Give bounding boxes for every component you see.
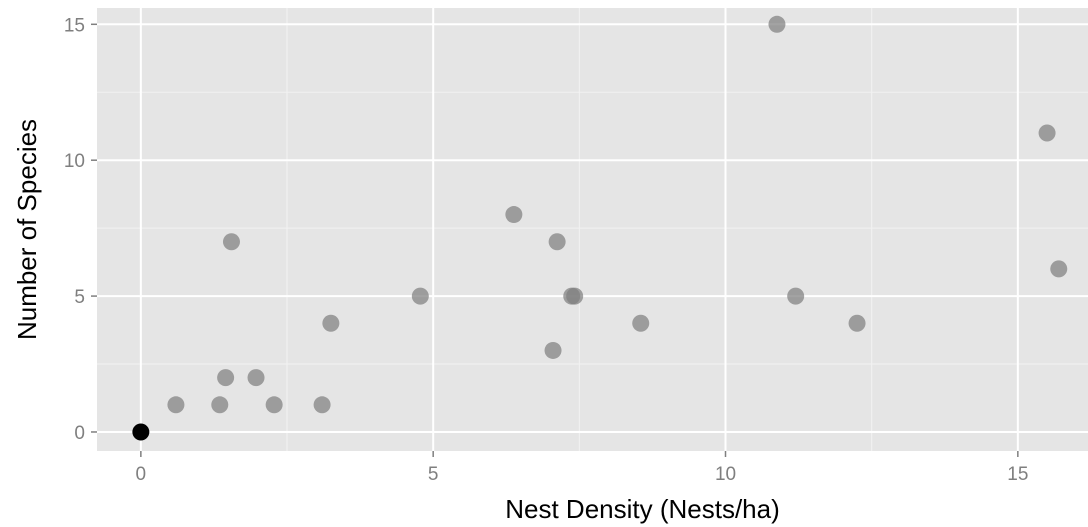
highlight-data-point [132,423,150,441]
data-point [566,287,584,305]
y-tick-label: 5 [74,287,85,308]
data-point [787,287,805,305]
data-point [848,314,866,332]
x-axis-tick-marks [140,451,1019,457]
data-point [768,15,786,33]
y-axis-tick-labels: 0 5 10 15 [64,15,85,444]
x-tick-label: 0 [136,464,147,485]
x-tick-label: 15 [1007,464,1028,485]
data-point [222,233,240,251]
data-point [322,314,340,332]
y-tick-label: 0 [74,423,85,444]
y-tick-label: 10 [64,151,85,172]
data-point [544,341,562,359]
data-point [313,396,331,414]
x-axis-tick-labels: 0 5 10 15 [136,464,1029,485]
y-axis-tick-marks [91,23,97,433]
data-point [167,396,185,414]
y-axis-title: Number of Species [12,119,42,340]
data-point [265,396,283,414]
y-tick-label: 15 [64,15,85,36]
plot-panel [97,8,1088,451]
data-point [411,287,429,305]
data-point [1050,260,1068,278]
data-points [132,15,1068,441]
grid-lines [97,8,1088,451]
data-point [1038,124,1056,142]
data-point [632,314,650,332]
x-axis-title: Nest Density (Nests/ha) [505,494,780,524]
data-point [217,369,235,387]
data-point [247,369,265,387]
x-tick-label: 5 [428,464,439,485]
data-point [211,396,229,414]
data-point [548,233,566,251]
x-tick-label: 10 [715,464,736,485]
data-point [505,206,523,224]
